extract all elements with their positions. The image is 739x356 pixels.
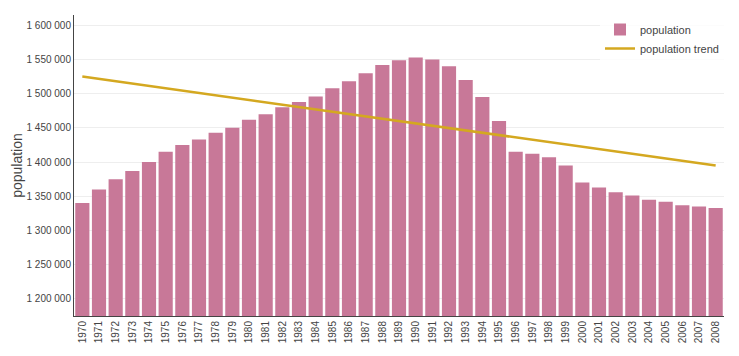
svg-text:1974: 1974 [143, 321, 154, 344]
svg-text:1992: 1992 [443, 321, 454, 344]
svg-text:2003: 2003 [627, 321, 638, 344]
svg-text:1986: 1986 [343, 321, 354, 344]
svg-text:1 350 000: 1 350 000 [27, 191, 72, 202]
svg-text:1990: 1990 [410, 321, 421, 344]
svg-text:2007: 2007 [693, 321, 704, 344]
svg-text:1989: 1989 [393, 321, 404, 344]
svg-text:1980: 1980 [243, 321, 254, 344]
svg-text:1977: 1977 [193, 321, 204, 344]
svg-text:1982: 1982 [277, 321, 288, 344]
svg-text:1 450 000: 1 450 000 [27, 122, 72, 133]
svg-text:1979: 1979 [227, 321, 238, 344]
svg-text:population: population [9, 133, 25, 198]
svg-text:1983: 1983 [293, 321, 304, 344]
svg-text:1997: 1997 [527, 321, 538, 344]
svg-text:1 600 000: 1 600 000 [27, 20, 72, 31]
svg-text:1994: 1994 [477, 321, 488, 344]
svg-text:1 500 000: 1 500 000 [27, 88, 72, 99]
svg-text:1978: 1978 [210, 321, 221, 344]
svg-text:1995: 1995 [493, 321, 504, 344]
svg-text:2004: 2004 [643, 321, 654, 344]
svg-text:1988: 1988 [377, 321, 388, 344]
svg-text:2008: 2008 [710, 321, 721, 344]
svg-text:1 400 000: 1 400 000 [27, 157, 72, 168]
svg-text:2002: 2002 [610, 321, 621, 344]
svg-text:1984: 1984 [310, 321, 321, 344]
svg-text:1975: 1975 [160, 321, 171, 344]
svg-text:1999: 1999 [560, 321, 571, 344]
svg-text:1 200 000: 1 200 000 [27, 293, 72, 304]
svg-text:1970: 1970 [77, 321, 88, 344]
svg-text:1987: 1987 [360, 321, 371, 344]
svg-text:1971: 1971 [93, 321, 104, 344]
svg-text:1976: 1976 [177, 321, 188, 344]
svg-text:1 250 000: 1 250 000 [27, 259, 72, 270]
svg-text:2000: 2000 [577, 321, 588, 344]
svg-text:population: population [640, 24, 691, 36]
svg-text:1991: 1991 [427, 321, 438, 344]
svg-text:1972: 1972 [110, 321, 121, 344]
svg-text:1973: 1973 [127, 321, 138, 344]
svg-text:2001: 2001 [593, 321, 604, 344]
svg-text:1996: 1996 [510, 321, 521, 344]
svg-text:2005: 2005 [660, 321, 671, 344]
svg-text:1981: 1981 [260, 321, 271, 344]
svg-text:1993: 1993 [460, 321, 471, 344]
svg-text:1 550 000: 1 550 000 [27, 54, 72, 65]
svg-text:1998: 1998 [543, 321, 554, 344]
svg-text:population trend: population trend [640, 43, 719, 55]
svg-text:1985: 1985 [327, 321, 338, 344]
svg-text:1 300 000: 1 300 000 [27, 225, 72, 236]
svg-text:2006: 2006 [677, 321, 688, 344]
